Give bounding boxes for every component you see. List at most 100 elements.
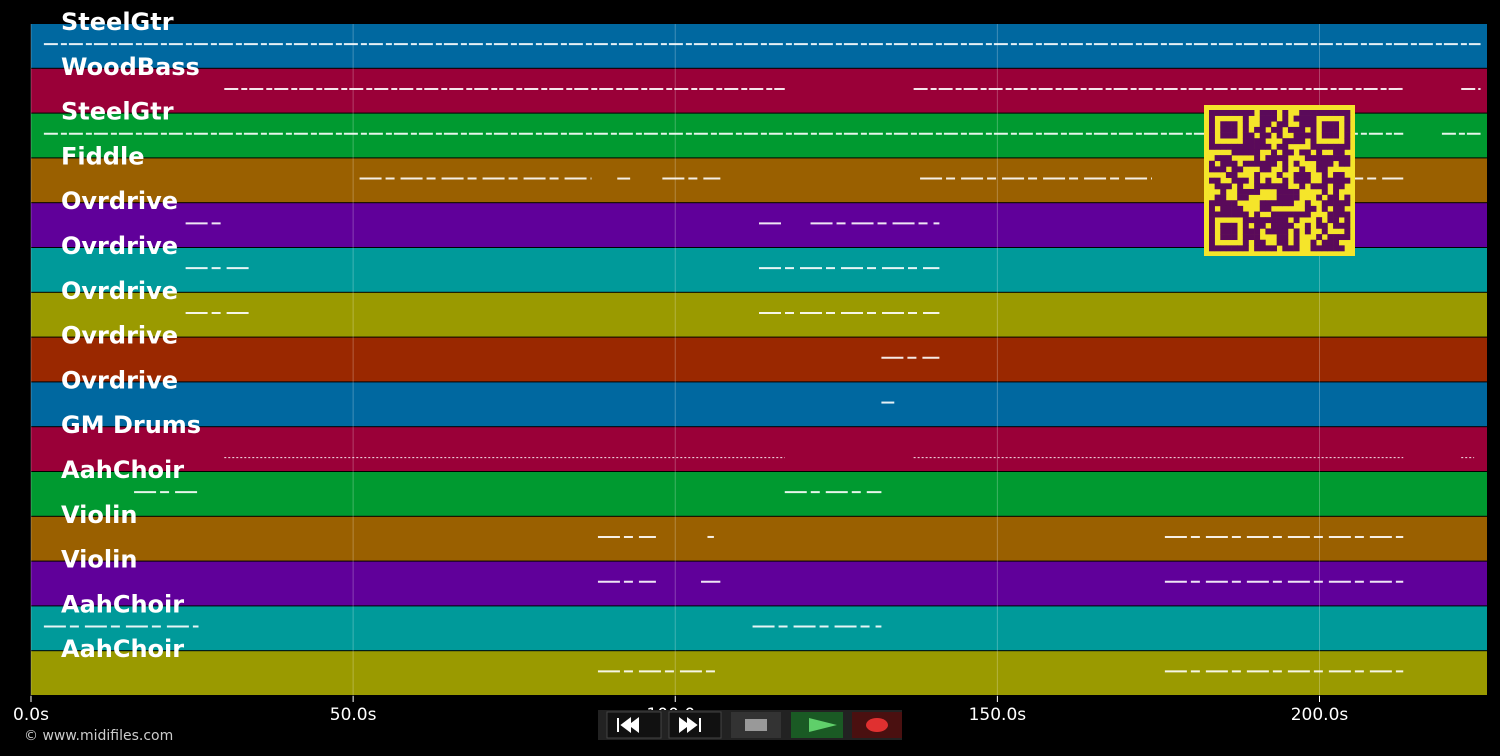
qr-cell <box>1265 228 1272 235</box>
qr-cell <box>1254 222 1261 229</box>
qr-cell <box>1225 222 1232 229</box>
qr-cell <box>1242 222 1249 229</box>
qr-cell <box>1271 126 1277 133</box>
qr-cell <box>1265 155 1272 162</box>
qr-cell <box>1282 149 1289 156</box>
track-row <box>31 337 1487 382</box>
qr-cell <box>1265 110 1272 116</box>
qr-cell <box>1316 155 1323 162</box>
qr-cell <box>1209 177 1215 184</box>
qr-cell <box>1299 149 1306 156</box>
qr-cell <box>1220 110 1227 116</box>
qr-cell <box>1259 222 1266 229</box>
qr-cell <box>1254 211 1261 218</box>
qr-cell <box>1321 200 1328 207</box>
qr-cell <box>1231 149 1238 156</box>
qr-cell <box>1344 217 1351 224</box>
qr-cell <box>1338 177 1345 184</box>
qr-cell <box>1248 188 1255 195</box>
qr-cell <box>1276 188 1283 195</box>
qr-cell <box>1338 183 1345 190</box>
qr-cell <box>1316 245 1323 252</box>
qr-cell <box>1344 143 1351 150</box>
qr-cell <box>1338 110 1345 116</box>
qr-cell <box>1225 121 1232 128</box>
qr-cell <box>1310 155 1317 162</box>
qr-cell <box>1271 115 1277 122</box>
x-tick-label: 0.0s <box>13 705 49 725</box>
qr-cell <box>1209 217 1215 224</box>
qr-cell <box>1254 155 1261 162</box>
qr-cell <box>1209 132 1215 139</box>
qr-cell <box>1321 155 1328 162</box>
qr-cell <box>1220 155 1227 162</box>
qr-cell <box>1304 115 1311 122</box>
qr-cell <box>1276 194 1283 201</box>
x-tick-label: 150.0s <box>969 705 1027 725</box>
qr-cell <box>1276 143 1283 150</box>
qr-cell <box>1231 234 1238 241</box>
track-name: Violin <box>61 501 137 529</box>
qr-cell <box>1209 121 1215 128</box>
qr-cell <box>1316 110 1323 116</box>
qr-cell <box>1344 194 1351 201</box>
qr-cell <box>1242 126 1249 133</box>
qr-cell <box>1248 110 1255 116</box>
qr-cell <box>1293 217 1300 224</box>
qr-cell <box>1304 211 1311 218</box>
qr-cell <box>1321 177 1328 184</box>
qr-cell <box>1231 200 1238 207</box>
stop-button[interactable] <box>731 712 781 738</box>
qr-cell <box>1214 194 1221 201</box>
record-button[interactable] <box>852 712 902 738</box>
qr-cell <box>1242 121 1249 128</box>
qr-cell <box>1259 160 1266 167</box>
qr-cell <box>1254 149 1261 156</box>
qr-cell <box>1344 138 1351 145</box>
qr-cell <box>1209 205 1215 212</box>
qr-cell <box>1276 132 1283 139</box>
qr-cell <box>1344 126 1351 133</box>
qr-cell <box>1333 172 1340 178</box>
track-row <box>31 651 1487 695</box>
qr-cell <box>1259 183 1266 190</box>
qr-cell <box>1231 172 1238 178</box>
qr-cell <box>1299 177 1306 184</box>
qr-cell <box>1321 205 1328 212</box>
qr-cell <box>1242 188 1249 195</box>
qr-cell <box>1316 160 1323 167</box>
qr-cell <box>1310 183 1317 190</box>
play-button[interactable] <box>791 712 843 738</box>
qr-cell <box>1338 149 1345 156</box>
qr-cell <box>1259 205 1266 212</box>
qr-cell <box>1287 211 1294 218</box>
forward-button[interactable] <box>668 711 722 739</box>
qr-cell <box>1310 138 1317 145</box>
qr-cell <box>1287 245 1294 252</box>
qr-cell <box>1310 205 1317 212</box>
qr-cell <box>1282 138 1289 145</box>
qr-cell <box>1287 138 1294 145</box>
qr-cell <box>1259 143 1266 150</box>
qr-cell <box>1237 149 1244 156</box>
qr-cell <box>1282 239 1289 246</box>
qr-cell <box>1293 234 1300 241</box>
qr-cell <box>1287 188 1294 195</box>
qr-cell <box>1293 172 1300 178</box>
track-name: GM Drums <box>61 411 201 439</box>
qr-cell <box>1327 110 1334 116</box>
qr-cell <box>1344 234 1351 241</box>
qr-cell <box>1209 115 1215 122</box>
qr-cell <box>1237 211 1244 218</box>
rewind-button[interactable] <box>606 711 662 739</box>
qr-cell <box>1225 183 1232 190</box>
qr-cell <box>1231 205 1238 212</box>
qr-cell <box>1333 211 1340 218</box>
qr-cell <box>1259 132 1266 139</box>
qr-cell <box>1304 110 1311 116</box>
qr-cell <box>1214 183 1221 190</box>
qr-cell <box>1287 200 1294 207</box>
qr-cell <box>1333 149 1340 156</box>
qr-cell <box>1282 121 1289 128</box>
